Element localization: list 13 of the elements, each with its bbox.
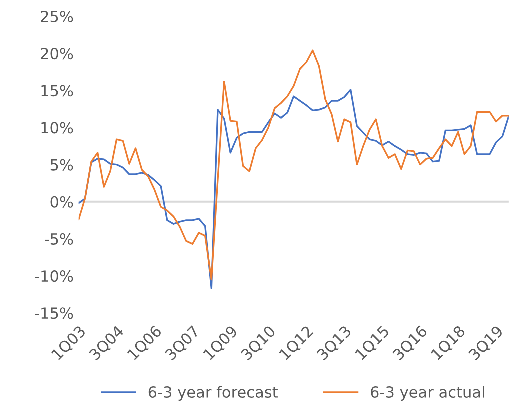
legend-label: 6-3 year forecast [148,386,278,401]
legend-label: 6-3 year actual [371,386,484,401]
y-tick-label: 0% [50,196,74,208]
y-tick-label: -15% [35,308,74,320]
y-tick-label: 20% [41,48,74,60]
y-tick-label: -10% [35,270,74,282]
line-series [78,50,509,281]
y-tick-label: 10% [42,122,74,134]
y-tick-label: 5% [50,159,74,171]
y-tick-label: 15% [42,85,74,97]
y-tick-label: -5% [44,233,74,245]
y-tick-label: 25% [41,10,74,22]
line-series [78,89,509,290]
